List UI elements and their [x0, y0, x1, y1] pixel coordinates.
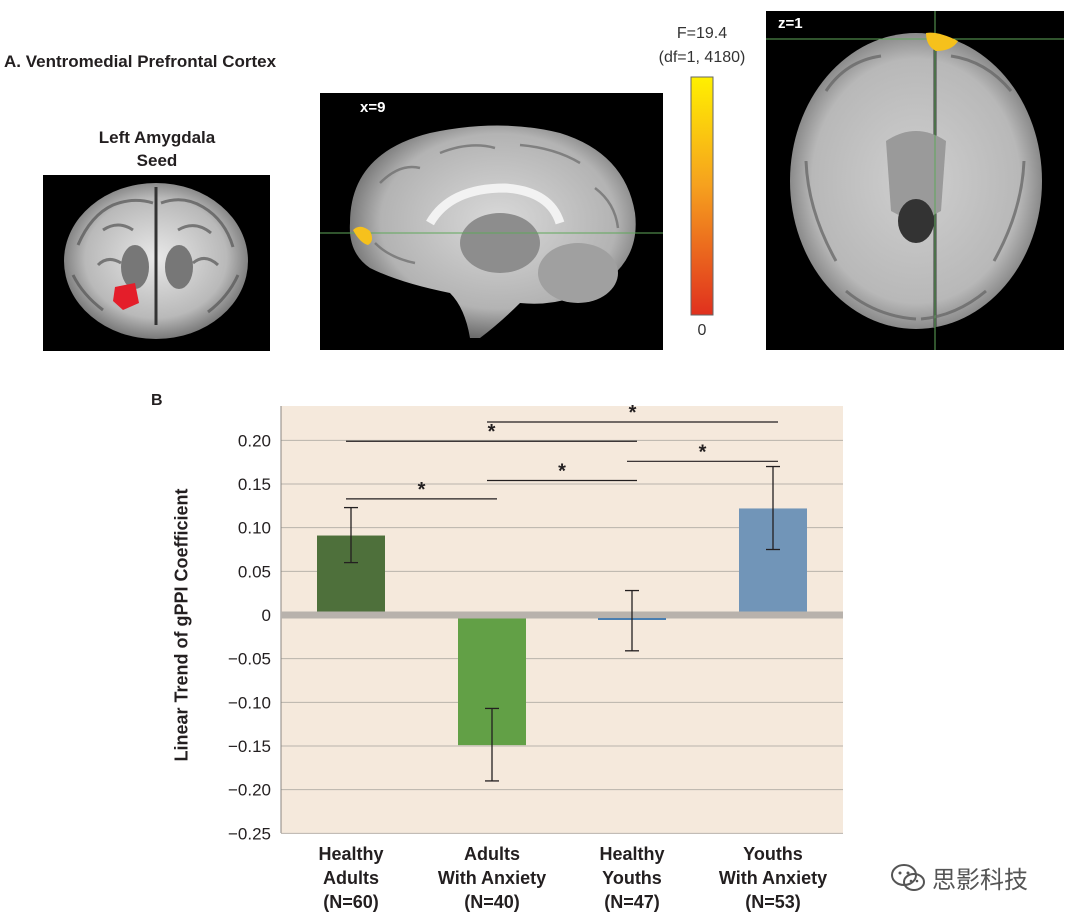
y-tick-label: −0.05: [228, 650, 271, 669]
x-category-label: Youths: [743, 844, 803, 864]
significance-star: *: [558, 461, 566, 483]
colorbar-title-line2: (df=1, 4180): [658, 49, 746, 66]
x-category-label: Adults: [464, 844, 520, 864]
y-tick-label: 0: [262, 606, 271, 625]
seed-title-line2: Seed: [136, 151, 178, 170]
watermark: 思影科技: [890, 860, 1028, 895]
y-tick-label: 0.15: [238, 475, 271, 494]
colorbar-title-line1: F=19.4: [676, 25, 728, 42]
significance-star: *: [629, 402, 637, 424]
y-tick-label: −0.20: [228, 781, 271, 800]
x-category-label: (N=53): [745, 892, 801, 912]
panel-b-label: B: [151, 392, 163, 409]
axial-slice-label: z=1: [778, 15, 803, 32]
x-category-label: (N=60): [323, 892, 379, 912]
x-category-label: With Anxiety: [719, 868, 827, 888]
y-tick-label: −0.25: [228, 824, 271, 843]
axial-brain-image: z=1: [766, 11, 1064, 350]
coronal-brain-image: [43, 175, 270, 351]
x-category-label: Adults: [323, 868, 379, 888]
y-tick-label: −0.10: [228, 693, 271, 712]
plot-background: [281, 406, 843, 833]
x-category-label: Youths: [602, 868, 662, 888]
y-tick-label: 0.05: [238, 562, 271, 581]
x-category-label: (N=47): [604, 892, 660, 912]
seed-title-line1: Left Amygdala: [98, 128, 216, 147]
watermark-text: 思影科技: [932, 866, 1028, 894]
x-category-label: With Anxiety: [438, 868, 546, 888]
y-tick-label: 0.20: [238, 431, 271, 450]
seed-title: Left Amygdala Seed: [44, 126, 270, 172]
x-category-label: Healthy: [318, 844, 383, 864]
x-category-label: (N=40): [464, 892, 520, 912]
significance-star: *: [488, 421, 496, 443]
significance-star: *: [699, 441, 707, 463]
significance-star: *: [418, 479, 426, 501]
y-tick-label: 0.10: [238, 519, 271, 538]
colorbar-title: F=19.4 (df=1, 4180): [640, 22, 764, 70]
panel-a-title: A. Ventromedial Prefrontal Cortex: [4, 52, 277, 71]
sagittal-brain-image: x=9: [320, 93, 663, 350]
sagittal-slice-label: x=9: [360, 99, 386, 116]
y-tick-label: −0.15: [228, 737, 271, 756]
x-category-label: Healthy: [599, 844, 664, 864]
wechat-icon: [891, 863, 925, 891]
zero-baseline: [281, 611, 843, 619]
colorbar-min-label: 0: [697, 322, 707, 339]
colorbar: [690, 76, 714, 316]
